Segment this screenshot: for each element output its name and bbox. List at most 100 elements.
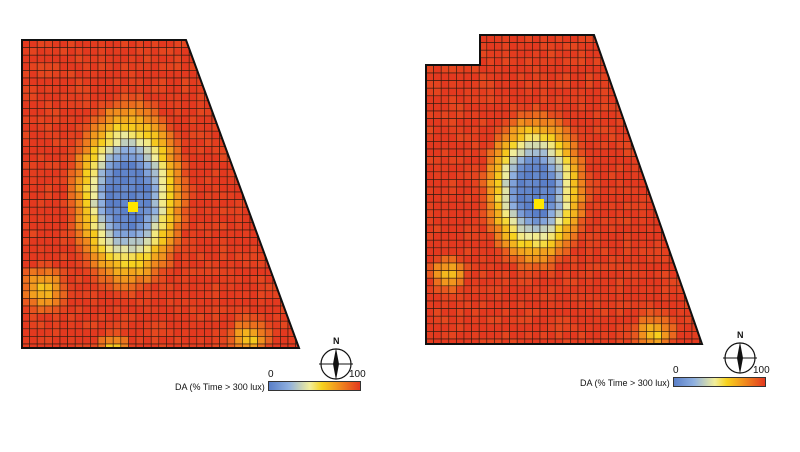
grid-cell: [630, 49, 640, 59]
grid-cell: [623, 148, 632, 157]
grid-cell: [143, 199, 152, 208]
grid-cell: [112, 40, 122, 48]
grid-cell: [524, 338, 533, 344]
grid-cell: [74, 115, 84, 124]
grid-cell: [52, 54, 61, 64]
grid-cell: [684, 156, 693, 165]
grid-cell: [242, 184, 251, 193]
grid-cell: [592, 95, 602, 104]
grid-cell: [562, 270, 571, 279]
grid-cell: [463, 255, 472, 264]
grid-cell: [196, 252, 205, 261]
grid-cell: [295, 176, 299, 185]
grid-cell: [494, 201, 503, 211]
grid-cell: [90, 282, 99, 292]
grid-cell: [463, 209, 472, 218]
grid-cell: [661, 186, 670, 195]
grid-cell: [105, 176, 114, 185]
grid-cell: [158, 313, 167, 322]
grid-cell: [676, 338, 685, 344]
grid-cell: [59, 100, 68, 109]
grid-cell: [74, 70, 84, 79]
grid-cell: [668, 148, 678, 157]
grid-cell: [509, 125, 518, 135]
grid-cell: [280, 267, 289, 276]
grid-cell: [257, 62, 266, 71]
grid-cell: [554, 110, 564, 119]
grid-cell: [44, 77, 53, 86]
grid-cell: [463, 87, 472, 97]
grid-cell: [448, 315, 457, 325]
grid-cell: [426, 65, 434, 74]
grid-cell: [532, 87, 541, 97]
grid-cell: [181, 85, 190, 94]
grid-cell: [608, 186, 617, 195]
grid-cell: [44, 54, 53, 64]
grid-cell: [547, 194, 556, 203]
grid-cell: [181, 62, 190, 71]
grid-cell: [22, 282, 30, 292]
grid-cell: [249, 244, 258, 254]
grid-cell: [478, 209, 488, 218]
grid-cell: [211, 184, 220, 193]
grid-cell: [600, 171, 609, 180]
grid-cell: [440, 315, 450, 325]
grid-cell: [509, 118, 518, 127]
grid-cell: [135, 176, 144, 185]
grid-cell: [699, 247, 702, 256]
grid-cell: [150, 153, 160, 162]
grid-cell: [158, 336, 167, 345]
legend-label-right: DA (% Time > 300 lux): [580, 378, 670, 388]
grid-cell: [242, 298, 251, 307]
grid-cell: [90, 305, 99, 314]
grid-cell: [150, 328, 160, 337]
grid-cell: [516, 163, 526, 173]
grid-cell: [585, 163, 594, 173]
grid-cell: [684, 270, 693, 279]
grid-cell: [120, 108, 129, 117]
grid-cell: [661, 194, 670, 203]
grid-cell: [592, 186, 602, 195]
grid-cell: [128, 252, 137, 261]
grid-cell: [577, 186, 586, 195]
grid-cell: [471, 255, 480, 264]
grid-cell: [524, 232, 533, 241]
grid-cell: [112, 168, 122, 178]
grid-cell: [638, 141, 647, 150]
grid-cell: [448, 118, 457, 127]
grid-cell: [691, 156, 700, 165]
grid-cell: [272, 222, 281, 231]
grid-cell: [623, 156, 632, 165]
grid-cell: [577, 217, 586, 226]
grid-cell: [600, 133, 609, 142]
grid-cell: [166, 77, 175, 86]
grid-cell: [440, 148, 450, 157]
grid-cell: [509, 277, 518, 287]
grid-cell: [562, 49, 571, 59]
grid-cell: [295, 244, 299, 254]
grid-cell: [181, 176, 190, 185]
grid-cell: [173, 305, 182, 314]
grid-cell: [547, 110, 556, 119]
grid-cell: [539, 186, 548, 195]
grid-cell: [463, 118, 472, 127]
grid-cell: [59, 77, 68, 86]
grid-cell: [509, 331, 518, 340]
grid-cell: [592, 255, 602, 264]
grid-cell: [22, 199, 30, 208]
grid-cell: [196, 108, 205, 117]
grid-cell: [143, 176, 152, 185]
grid-cell: [173, 168, 182, 178]
grid-cell: [74, 153, 84, 162]
grid-cell: [547, 118, 556, 127]
grid-cell: [653, 133, 662, 142]
grid-cell: [287, 282, 296, 292]
grid-cell: [486, 186, 495, 195]
grid-cell: [494, 125, 503, 135]
grid-cell: [630, 163, 640, 173]
grid-cell: [501, 315, 510, 325]
grid-cell: [539, 224, 548, 233]
grid-cell: [615, 308, 624, 317]
grid-cell: [242, 313, 251, 322]
grid-cell: [653, 179, 662, 188]
